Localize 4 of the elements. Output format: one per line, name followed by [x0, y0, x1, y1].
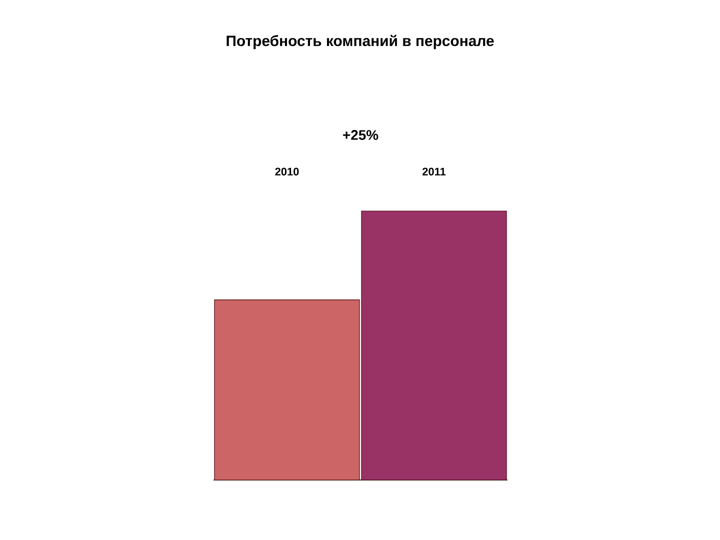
text: +25%	[343, 130, 378, 140]
x-tick-label: 2011	[422, 168, 446, 176]
x-tick-label: 2010	[275, 168, 299, 176]
chart-title: Потребность компаний в персонале	[226, 34, 494, 50]
